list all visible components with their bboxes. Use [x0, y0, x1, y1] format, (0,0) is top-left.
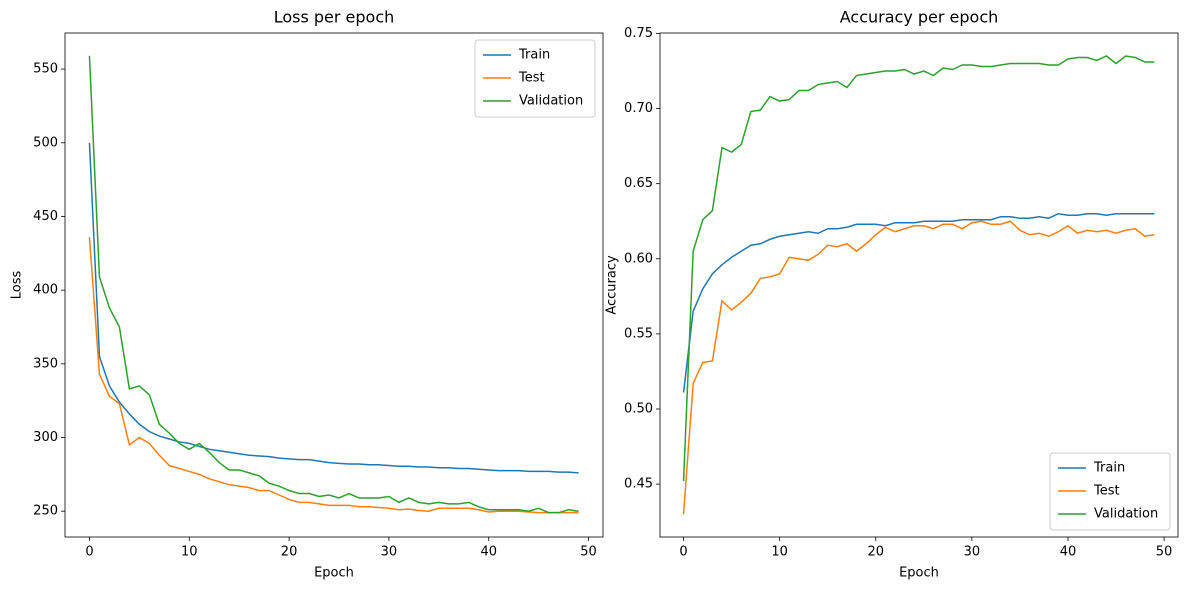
x-tick-label: 50	[1156, 545, 1173, 560]
y-tick-label: 0.55	[624, 326, 653, 341]
x-tick-label: 40	[1060, 545, 1077, 560]
legend-label: Validation	[1094, 507, 1158, 522]
y-tick-label: 350	[33, 356, 58, 371]
x-tick-label: 10	[771, 545, 788, 560]
series-line	[88, 55, 579, 514]
legend-label: Test	[518, 71, 545, 86]
x-tick-label: 10	[181, 545, 198, 560]
series-line	[88, 237, 579, 514]
x-axis-label: Epoch	[899, 566, 939, 581]
legend-label: Test	[1093, 484, 1120, 499]
x-tick-label: 0	[85, 545, 93, 560]
y-tick-label: 400	[33, 283, 58, 298]
legend-label: Validation	[519, 94, 583, 109]
y-tick-label: 0.70	[624, 101, 653, 116]
y-tick-label: 300	[33, 430, 58, 445]
series-line	[682, 212, 1155, 393]
x-tick-label: 40	[480, 545, 497, 560]
x-tick-label: 30	[964, 545, 981, 560]
chart-title: Accuracy per epoch	[840, 8, 999, 27]
y-tick-label: 0.75	[624, 26, 653, 41]
chart-title: Loss per epoch	[274, 8, 395, 27]
legend-label: Train	[518, 48, 550, 63]
y-axis-label: Loss	[10, 271, 25, 300]
legend-box	[1049, 452, 1171, 531]
plot-area	[682, 55, 1155, 515]
y-tick-label: 500	[33, 135, 58, 150]
y-tick-label: 550	[33, 62, 58, 77]
y-axis-label: Accuracy	[605, 255, 620, 315]
x-axis-label: Epoch	[314, 566, 354, 581]
x-tick-label: 0	[679, 545, 687, 560]
y-tick-label: 0.60	[624, 251, 653, 266]
series-line	[682, 55, 1155, 482]
x-tick-label: 20	[867, 545, 884, 560]
y-tick-label: 250	[33, 504, 58, 519]
legend-label: Train	[1093, 461, 1125, 476]
series-line	[88, 142, 579, 474]
x-tick-label: 30	[381, 545, 398, 560]
y-tick-label: 0.65	[624, 176, 653, 191]
series-line	[682, 220, 1155, 515]
y-tick-label: 0.45	[624, 477, 653, 492]
plot-area	[88, 55, 579, 514]
y-tick-label: 450	[33, 209, 58, 224]
y-tick-label: 0.50	[624, 402, 653, 417]
axes-frame	[64, 32, 604, 538]
x-tick-label: 50	[580, 545, 597, 560]
x-tick-label: 20	[281, 545, 298, 560]
legend-box	[474, 39, 596, 118]
axes-frame	[659, 32, 1179, 538]
